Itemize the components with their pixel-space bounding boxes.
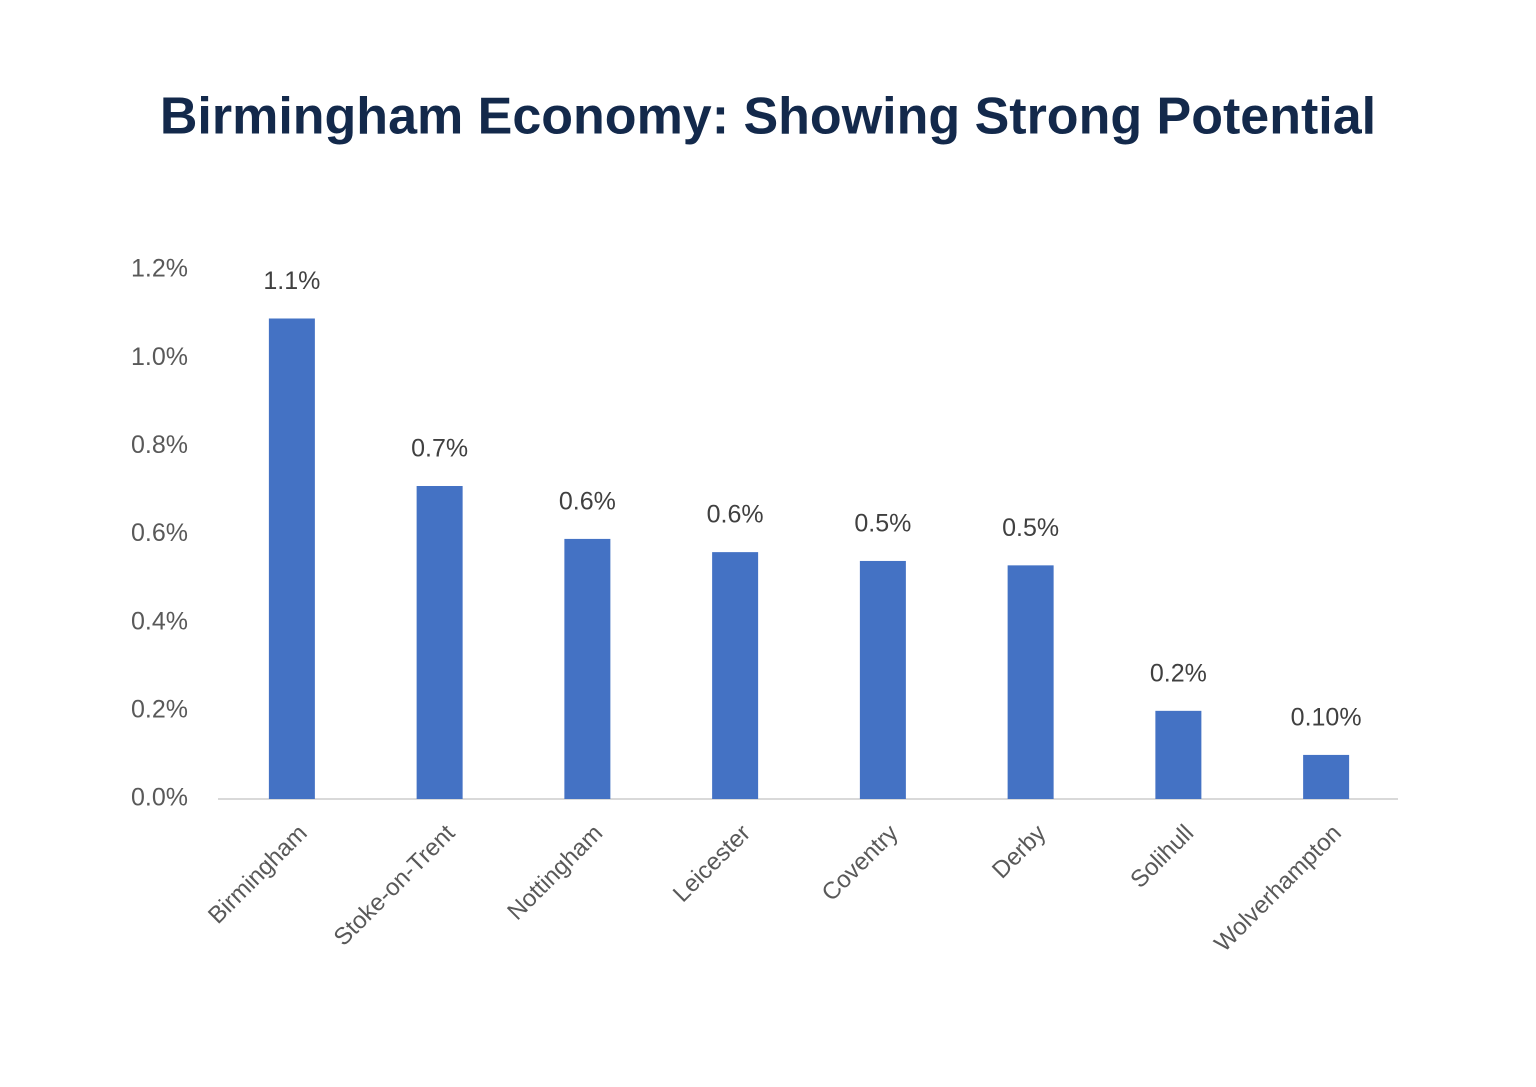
- bar: [416, 486, 463, 799]
- x-tick-label: Coventry: [817, 820, 904, 907]
- bar: [859, 560, 906, 799]
- bar: [1155, 710, 1202, 799]
- x-tick-label: Stoke-on-Trent: [329, 819, 461, 951]
- value-label: 0.6%: [559, 488, 616, 516]
- bar: [1007, 565, 1054, 799]
- value-label: 0.10%: [1291, 704, 1362, 732]
- x-tick-label: Leicester: [668, 820, 756, 908]
- value-label: 0.5%: [854, 510, 911, 538]
- y-tick-label: 0.8%: [131, 431, 188, 459]
- y-tick-label: 0.0%: [131, 784, 188, 812]
- y-tick-label: 1.2%: [131, 255, 188, 283]
- value-label: 1.1%: [263, 267, 320, 295]
- x-tick-label: Nottingham: [502, 820, 608, 926]
- chart-title: Birmingham Economy: Showing Strong Poten…: [160, 88, 1376, 146]
- x-tick-label: Derby: [987, 820, 1051, 884]
- bar: [268, 318, 315, 799]
- bar: [564, 538, 611, 799]
- y-tick-label: 0.2%: [131, 695, 188, 723]
- y-tick-label: 0.4%: [131, 607, 188, 635]
- value-label: 0.5%: [1002, 514, 1059, 542]
- x-tick-label: Birmingham: [203, 820, 313, 930]
- y-tick-label: 1.0%: [131, 343, 188, 371]
- y-tick-label: 0.6%: [131, 519, 188, 547]
- value-label: 0.2%: [1150, 659, 1207, 687]
- x-tick-label: Wolverhampton: [1209, 820, 1347, 958]
- x-tick-label: Solihull: [1125, 820, 1199, 894]
- value-label: 0.6%: [707, 501, 764, 529]
- value-label: 0.7%: [411, 435, 468, 463]
- bar: [1303, 754, 1350, 799]
- bar: [712, 552, 759, 799]
